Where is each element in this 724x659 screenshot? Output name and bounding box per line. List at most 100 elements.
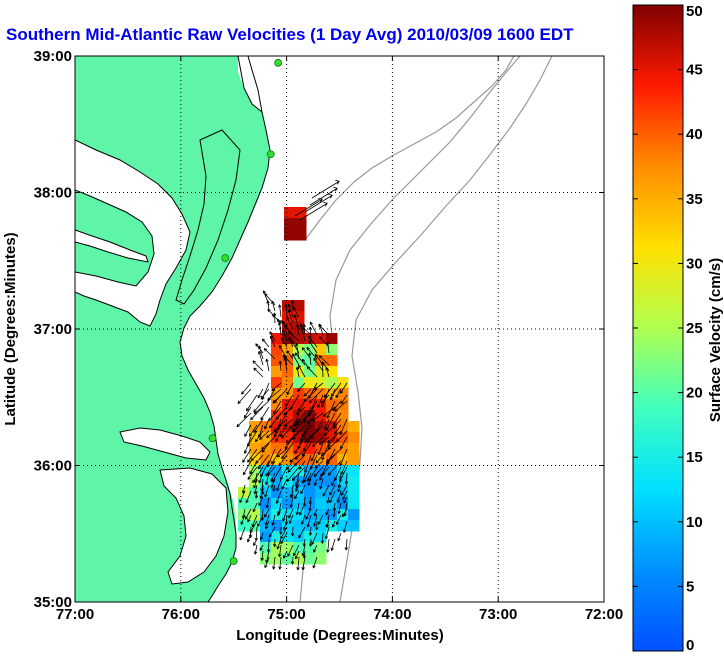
velocity-vector-head [333, 186, 338, 189]
velocity-cell [293, 432, 305, 444]
velocity-vector-head [334, 188, 338, 192]
station-marker [229, 557, 238, 565]
velocity-vector [317, 514, 324, 525]
map-title: Southern Mid-Atlantic Raw Velocities (1 … [6, 25, 574, 44]
velocity-vector-head [314, 513, 317, 517]
velocity-vector-head [281, 435, 283, 439]
velocity-vector [287, 460, 300, 473]
velocity-vector-head [304, 470, 308, 473]
velocity-vector [334, 400, 348, 412]
velocity-vector-head [307, 420, 309, 424]
velocity-vector-head [286, 467, 290, 470]
velocity-vector [318, 324, 330, 336]
velocity-vector [334, 424, 342, 435]
velocity-vector-head [310, 466, 314, 470]
velocity-vector-head [313, 550, 317, 553]
velocity-vector-head [263, 348, 266, 352]
velocity-vector [327, 436, 342, 450]
velocity-cell [315, 487, 327, 499]
velocity-cell [249, 520, 261, 532]
velocity-vector-head [292, 429, 294, 433]
velocity-vector [332, 400, 342, 411]
velocity-vector-head [324, 535, 327, 539]
velocity-vector-head [260, 557, 263, 561]
velocity-vector-head [328, 473, 332, 476]
velocity-vector [304, 194, 333, 213]
velocity-vector [253, 418, 264, 433]
velocity-vector-head [295, 485, 297, 489]
velocity-vector-head [338, 511, 341, 514]
velocity-vector-head [261, 450, 266, 453]
velocity-vector [286, 350, 294, 360]
velocity-vector [260, 460, 270, 478]
velocity-vector-head [258, 503, 262, 506]
velocity-cell [293, 355, 305, 367]
velocity-vector-head [275, 432, 279, 435]
velocity-vector [335, 388, 342, 398]
velocity-vector [259, 430, 270, 440]
velocity-vector-head [319, 477, 323, 481]
y-tick-label: 39:00 [34, 48, 72, 65]
velocity-cell [348, 454, 360, 466]
velocity-vector [282, 329, 288, 342]
velocity-cell [348, 498, 360, 510]
velocity-vector-head [245, 500, 249, 504]
velocity-cell [326, 333, 338, 345]
velocity-vector [279, 544, 282, 557]
velocity-vector-head [306, 524, 309, 528]
velocity-vector [338, 478, 342, 488]
velocity-vector-head [344, 513, 347, 517]
velocity-vector [295, 448, 306, 460]
velocity-vector-head [264, 426, 268, 430]
velocity-vector-head [266, 505, 270, 509]
velocity-vector-head [337, 538, 341, 542]
velocity-vector-head [290, 300, 293, 304]
velocity-vector [253, 367, 264, 378]
velocity-vector [303, 466, 312, 483]
velocity-vector-head [269, 426, 273, 429]
velocity-vector-head [257, 467, 261, 470]
velocity-cell [260, 520, 272, 532]
colorbar-tick-label: 45 [686, 62, 703, 79]
velocity-vector-head [327, 549, 330, 553]
velocity-vector-head [325, 536, 329, 540]
velocity-vector [278, 322, 282, 336]
velocity-vector-head [326, 367, 329, 370]
velocity-vector [303, 388, 312, 397]
velocity-vector [302, 436, 312, 452]
velocity-vector [283, 418, 294, 427]
velocity-cell [293, 454, 305, 466]
velocity-vector-head [308, 396, 312, 399]
velocity-vector [327, 538, 330, 553]
velocity-vector [255, 490, 258, 499]
velocity-vector-head [269, 331, 273, 334]
velocity-vector [258, 496, 264, 506]
colorbar-tick-label: 5 [686, 578, 694, 595]
velocity-vector-head [302, 358, 306, 361]
velocity-vector [322, 361, 324, 378]
velocity-vector-head [303, 398, 306, 402]
velocity-vector [329, 490, 336, 503]
velocity-vector-head [258, 345, 260, 349]
velocity-vector-head [289, 459, 292, 463]
velocity-cell [284, 207, 296, 219]
velocity-vector-head [250, 534, 253, 538]
velocity-vector [330, 388, 336, 400]
velocity-cell [304, 366, 316, 378]
velocity-vector [289, 514, 294, 524]
velocity-vector-head [259, 438, 263, 440]
station-marker [274, 58, 283, 67]
velocity-vector-head [301, 566, 304, 570]
x-tick-label: 74:00 [373, 606, 411, 623]
velocity-vector [259, 544, 264, 551]
velocity-cell [260, 531, 272, 543]
potomac-river-water [75, 230, 148, 262]
velocity-cell [260, 487, 272, 499]
velocity-cell [271, 432, 283, 444]
velocity-vector-head [244, 451, 248, 454]
velocity-vector [333, 418, 342, 429]
velocity-vector-head [342, 514, 346, 518]
velocity-vector-head [265, 481, 267, 485]
velocity-vector [255, 430, 264, 443]
velocity-cell [304, 487, 316, 499]
